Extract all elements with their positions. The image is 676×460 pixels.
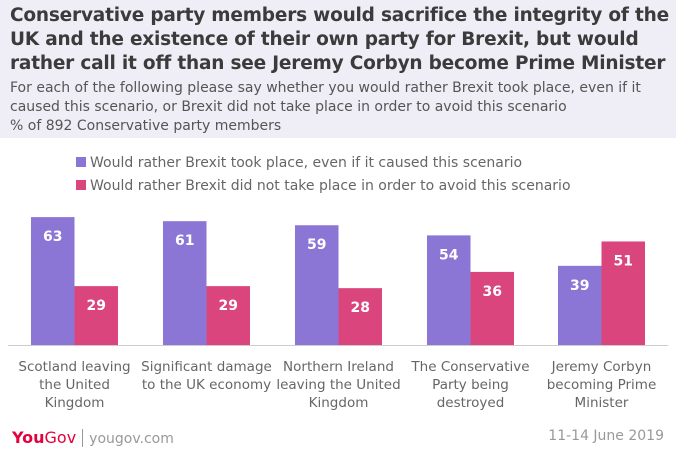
logo-you: You [12,428,45,447]
category-label: Jeremy Corbyn becoming Prime Minister [546,359,657,411]
bar [601,241,645,345]
header: Conservative party members would sacrifi… [0,0,676,138]
data-label: 36 [483,284,502,300]
legend-swatch [76,157,86,167]
site-link[interactable]: yougov.com [89,431,174,447]
category-label: Scotland leaving the United Kingdom [18,359,131,411]
data-label: 54 [439,247,459,263]
bar [470,271,514,345]
data-label: 61 [175,233,194,249]
legend: Would rather Brexit took place, even if … [76,152,571,198]
date: 11-14 June 2019 [548,428,664,444]
legend-item: Would rather Brexit took place, even if … [76,152,571,175]
bar [427,235,471,345]
legend-item: Would rather Brexit did not take place i… [76,175,571,198]
legend-swatch [76,180,86,190]
logo-gov: Gov [44,428,77,447]
divider [82,429,84,447]
bar [558,265,602,345]
legend-label: Would rather Brexit took place, even if … [90,155,523,171]
data-label: 59 [307,237,326,253]
bar [295,225,339,345]
data-label: 28 [351,300,370,316]
subtitle-text: For each of the following please say whe… [10,80,641,115]
chart-subtitle: For each of the following please say whe… [10,79,670,136]
bar [163,221,207,345]
bar [31,217,75,345]
category-label: The Conservative Party being destroyed [411,359,530,411]
yougov-logo: YouGov yougov.com [12,428,174,447]
bar [206,286,250,345]
base-text: % of 892 Conservative party members [10,118,282,134]
bar [74,286,118,345]
legend-label: Would rather Brexit did not take place i… [90,178,571,194]
data-label: 63 [43,229,62,245]
data-label: 51 [614,253,633,269]
bar [338,288,382,345]
category-label: Significant damage to the UK economy [141,359,272,393]
data-label: 39 [570,278,589,294]
category-label: Northern Ireland leaving the United King… [276,359,401,411]
data-label: 29 [219,298,238,314]
data-label: 29 [87,298,106,314]
chart-title: Conservative party members would sacrifi… [10,5,669,74]
